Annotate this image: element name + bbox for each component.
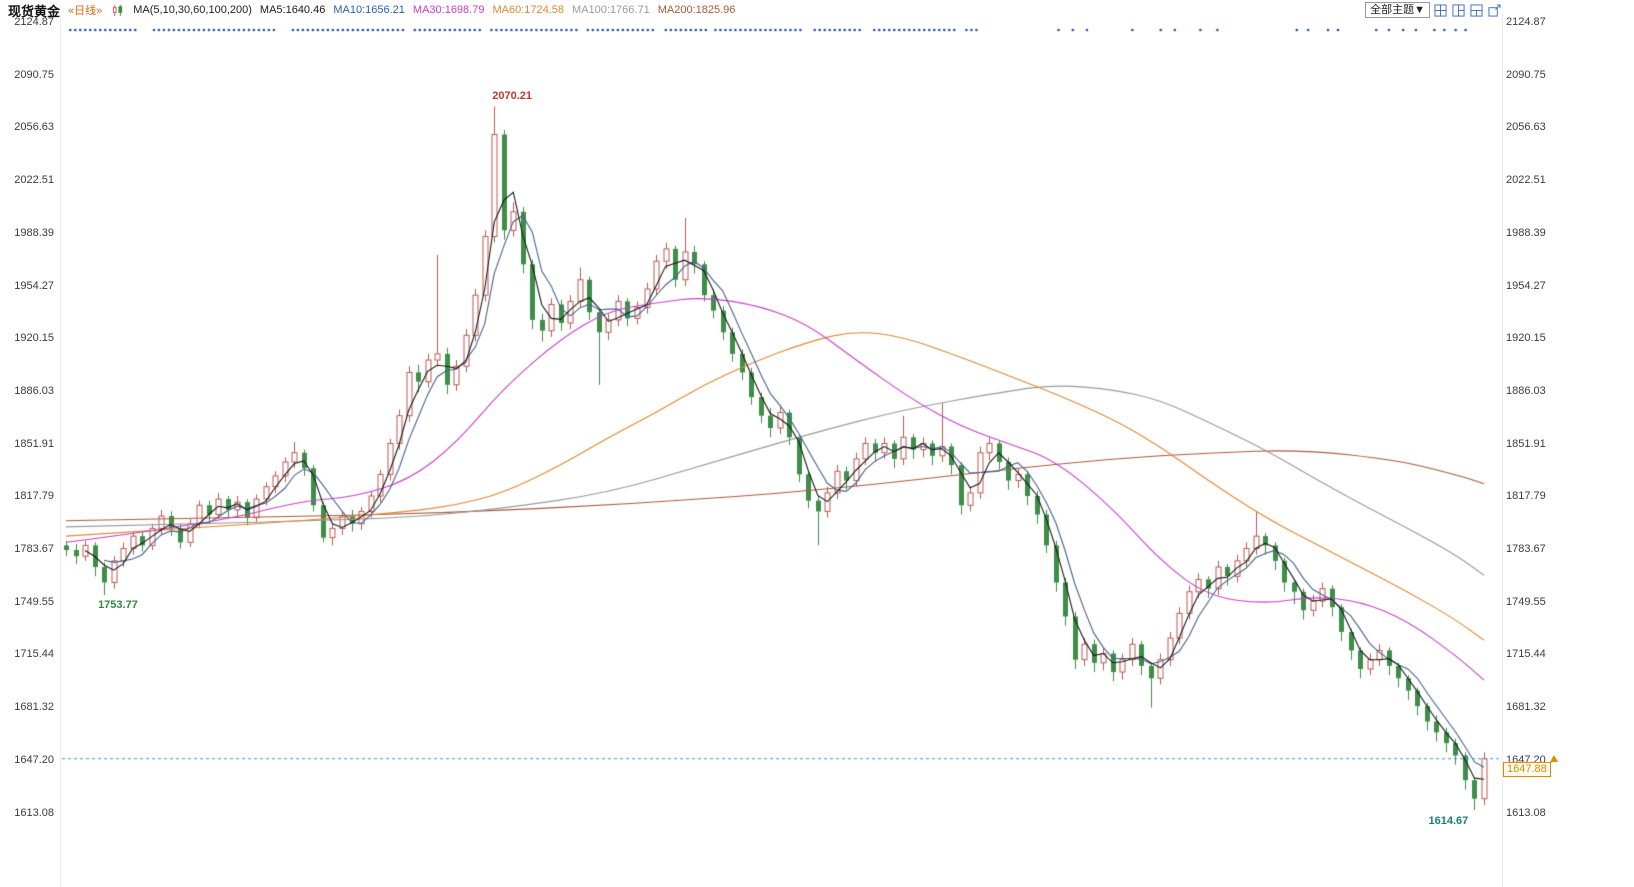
ma-settings-label[interactable]: MA(5,10,30,60,100,200) <box>133 4 252 16</box>
y-tick: 2124.87 <box>14 16 54 28</box>
ma200-readout: MA200:1825.96 <box>657 4 736 16</box>
ma100-readout: MA100:1766.71 <box>572 4 650 16</box>
high-annotation: 2070.21 <box>492 90 533 103</box>
ma60-readout: MA60:1724.58 <box>492 4 565 16</box>
y-tick: 1920.15 <box>1506 332 1546 345</box>
y-tick: 1954.27 <box>1506 279 1546 292</box>
price-up-arrow-icon <box>1550 754 1558 762</box>
y-tick: 1817.79 <box>1506 490 1546 503</box>
low-annotation-right: 1614.67 <box>1428 815 1469 828</box>
y-tick: 2090.75 <box>1506 68 1546 81</box>
y-tick: 1988.39 <box>14 226 54 239</box>
y-tick: 2022.51 <box>14 174 54 187</box>
split-rows-icon[interactable] <box>1469 3 1484 18</box>
y-tick: 1749.55 <box>14 595 54 608</box>
low-annotation-left: 1753.77 <box>98 599 138 612</box>
y-tick: 2022.51 <box>1506 174 1546 187</box>
ma5-readout: MA5:1640.46 <box>259 4 326 16</box>
last-price-badge: 1647.88 <box>1503 761 1551 777</box>
y-tick: 1954.27 <box>14 279 54 292</box>
theme-selector-button[interactable]: 全部主题▼ <box>1365 2 1430 18</box>
y-tick: 1783.67 <box>14 543 54 555</box>
y-tick: 2056.63 <box>14 121 54 134</box>
y-tick: 1851.91 <box>14 437 54 450</box>
ma10-readout: MA10:1656.21 <box>333 4 405 16</box>
y-tick: 1851.91 <box>1506 437 1546 450</box>
y-tick: 1681.32 <box>14 701 54 714</box>
ma30-readout: MA30:1698.79 <box>412 4 485 16</box>
y-tick: 1681.32 <box>1506 701 1546 714</box>
price-axis-left[interactable]: 2124.87 2090.75 2056.63 2022.51 1988.39 1954.… <box>0 0 58 887</box>
y-tick: 1817.79 <box>14 490 54 503</box>
y-tick: 1715.44 <box>1506 648 1546 661</box>
y-tick: 1749.55 <box>1506 595 1546 608</box>
y-tick: 1886.03 <box>1506 384 1546 397</box>
y-tick: 1715.44 <box>14 648 54 661</box>
price-axis-right[interactable]: 2124.87 2090.75 2056.63 2022.51 1988.39 1954.… <box>1504 0 1564 887</box>
y-tick: 1920.15 <box>14 332 54 345</box>
y-tick: 1988.39 <box>1506 226 1546 239</box>
y-tick: 1783.67 <box>1506 543 1546 555</box>
y-tick: 2056.63 <box>1506 121 1546 134</box>
period-label[interactable]: «日线» <box>68 5 103 17</box>
multi-chart-grid-icon[interactable] <box>1433 3 1448 18</box>
y-tick: 1613.08 <box>1506 806 1546 819</box>
y-tick: 1647.20 <box>14 753 54 766</box>
popout-window-icon[interactable] <box>1487 3 1502 18</box>
y-tick: 2124.87 <box>1506 16 1546 28</box>
y-tick: 1613.08 <box>14 806 54 819</box>
y-tick: 2090.75 <box>14 68 54 81</box>
symbol-name[interactable]: 现货黄金 <box>8 3 61 19</box>
split-columns-icon[interactable] <box>1451 3 1466 18</box>
indicator-icon[interactable] <box>110 3 125 18</box>
chart-toolbar: 全部主题▼ <box>1365 2 1502 18</box>
chart-header: 现货黄金 «日线» MA(5,10,30,60,100,200) MA5:164… <box>8 2 736 19</box>
y-tick: 1886.03 <box>14 384 54 397</box>
